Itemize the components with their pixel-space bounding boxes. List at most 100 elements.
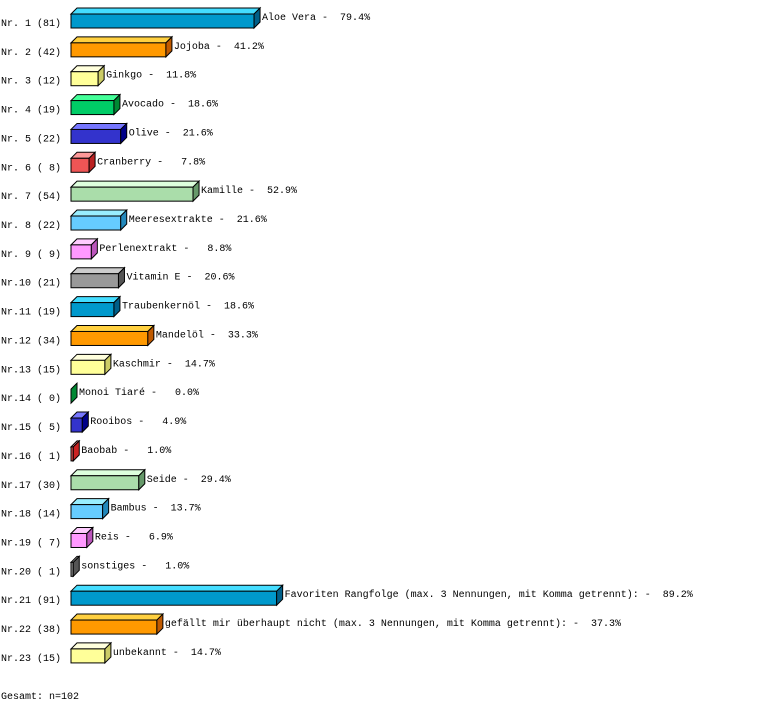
- bar: [70, 157, 90, 173]
- bar-side: [86, 526, 94, 549]
- bar: [70, 13, 255, 29]
- row-label: Nr. 2 (42): [1, 47, 61, 59]
- total-count: Gesamt: n=102: [1, 692, 80, 703]
- data-label: Olive - 21.6%: [129, 127, 213, 139]
- row-label: Nr.19 ( 7): [1, 537, 61, 549]
- row-label: Nr.13 (15): [1, 364, 61, 376]
- data-label: gefällt mir überhaupt nicht (max. 3 Nenn…: [165, 618, 621, 630]
- data-label: Seide - 29.4%: [147, 474, 231, 486]
- bar-side: [156, 612, 164, 636]
- bar: [70, 532, 88, 548]
- data-label: sonstiges - 1.0%: [81, 560, 189, 572]
- bar: [70, 359, 106, 375]
- bar: [70, 504, 104, 520]
- row-label: Nr. 4 (19): [1, 105, 61, 117]
- data-label: Vitamin E - 20.6%: [126, 272, 234, 284]
- bar: [70, 590, 278, 606]
- bar-top: [69, 469, 147, 477]
- bar-top: [69, 613, 165, 621]
- bar-top: [69, 122, 128, 130]
- bar: [70, 128, 122, 144]
- row-label: Nr.11 (19): [1, 307, 61, 319]
- data-label: Traubenkernöl - 18.6%: [122, 301, 254, 313]
- data-label: Cranberry - 7.8%: [97, 156, 205, 168]
- row-label: Nr. 8 (22): [1, 220, 61, 232]
- bar-side: [113, 93, 121, 116]
- data-label: unbekannt - 14.7%: [113, 647, 221, 659]
- data-label: Ginkgo - 11.8%: [106, 70, 196, 82]
- bar-side: [253, 6, 261, 30]
- bar: [70, 273, 119, 289]
- data-label: Meeresextrakte - 21.6%: [129, 214, 267, 226]
- bar-top: [69, 296, 122, 304]
- bar-side: [102, 497, 110, 520]
- bar: [70, 648, 106, 664]
- bar: [70, 330, 149, 346]
- bar-side: [117, 266, 125, 289]
- bar-side: [165, 35, 173, 59]
- bar-side: [72, 555, 80, 578]
- bar: [70, 100, 115, 116]
- bar-top: [69, 7, 262, 15]
- bar: [70, 244, 92, 260]
- bar: [70, 417, 83, 433]
- bar-side: [88, 151, 96, 174]
- bar-top: [69, 353, 113, 361]
- bar: [70, 71, 99, 87]
- row-label: Nr.10 (21): [1, 278, 61, 290]
- row-label: Nr.16 ( 1): [1, 451, 61, 463]
- row-label: Nr. 1 (81): [1, 18, 61, 30]
- bar-side: [147, 324, 155, 347]
- bar: [70, 302, 115, 318]
- data-label: Perlenextrakt - 8.8%: [99, 243, 231, 255]
- row-label: Nr. 7 (54): [1, 191, 61, 203]
- row-label: Nr.15 ( 5): [1, 422, 61, 434]
- data-label: Bambus - 13.7%: [111, 503, 201, 515]
- row-label: Nr. 5 (22): [1, 133, 61, 145]
- bar-side: [120, 208, 128, 232]
- bar: [70, 475, 140, 491]
- bar-side: [104, 353, 112, 376]
- bar: [70, 619, 158, 635]
- data-label: Monoi Tiaré - 0.0%: [79, 387, 199, 399]
- data-label: Favoriten Rangfolge (max. 3 Nennungen, m…: [285, 589, 693, 601]
- bar-top: [69, 642, 113, 650]
- bar-side: [192, 179, 200, 203]
- bar-top: [69, 324, 156, 332]
- bar-side: [276, 583, 284, 607]
- row-label: Nr. 3 (12): [1, 76, 61, 88]
- bar-top: [69, 180, 201, 188]
- bar: [70, 186, 194, 202]
- data-label: Aloe Vera - 79.4%: [262, 12, 370, 24]
- data-label: Kaschmir - 14.7%: [113, 358, 215, 370]
- row-label: Nr.17 (30): [1, 480, 61, 492]
- row-label: Nr.18 (14): [1, 509, 61, 521]
- data-label: Baobab - 1.0%: [81, 445, 171, 457]
- bar-side: [104, 641, 112, 665]
- row-label: Nr.14 ( 0): [1, 393, 61, 405]
- data-label: Jojoba - 41.2%: [174, 41, 264, 53]
- row-label: Nr.22 (38): [1, 624, 61, 636]
- bar-top: [69, 267, 126, 275]
- data-label: Rooibos - 4.9%: [90, 416, 186, 428]
- bar-side: [97, 64, 105, 87]
- row-label: Nr.20 ( 1): [1, 566, 61, 578]
- bar-top: [69, 584, 284, 592]
- data-label: Kamille - 52.9%: [201, 185, 297, 197]
- bar-side: [138, 468, 146, 491]
- bar-top: [69, 36, 174, 44]
- bar-top: [69, 94, 122, 102]
- row-label: Nr. 9 ( 9): [1, 249, 61, 261]
- row-label: Nr. 6 ( 8): [1, 162, 61, 174]
- bar-side: [120, 122, 128, 145]
- row-label: Nr.12 (34): [1, 335, 61, 347]
- bar-side: [81, 410, 89, 434]
- bar-top: [69, 209, 128, 217]
- row-label: Nr.21 (91): [1, 595, 61, 607]
- bar-side: [70, 381, 78, 405]
- bar-side: [72, 439, 80, 463]
- bar-side: [113, 295, 121, 318]
- row-label: Nr.23 (15): [1, 653, 61, 665]
- data-label: Reis - 6.9%: [95, 531, 173, 543]
